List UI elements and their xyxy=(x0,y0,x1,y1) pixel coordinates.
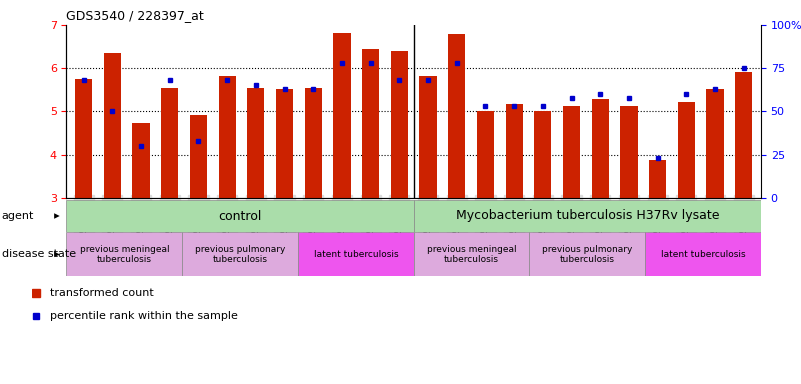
Text: latent tuberculosis: latent tuberculosis xyxy=(313,250,398,259)
Text: previous meningeal
tuberculosis: previous meningeal tuberculosis xyxy=(427,245,517,264)
Bar xyxy=(248,88,264,198)
Bar xyxy=(66,232,182,276)
Bar xyxy=(477,111,494,198)
Bar xyxy=(298,232,413,276)
Bar xyxy=(534,111,551,198)
Bar xyxy=(448,34,465,198)
Text: GDS3540 / 228397_at: GDS3540 / 228397_at xyxy=(66,9,204,22)
Text: disease state: disease state xyxy=(2,249,76,260)
Bar xyxy=(529,232,645,276)
Bar xyxy=(75,79,92,198)
Bar xyxy=(649,160,666,198)
Bar xyxy=(505,104,523,198)
Bar xyxy=(391,51,408,198)
Bar xyxy=(161,88,179,198)
Text: latent tuberculosis: latent tuberculosis xyxy=(661,250,746,259)
Bar xyxy=(362,49,380,198)
Text: control: control xyxy=(219,210,262,222)
Bar xyxy=(413,200,761,232)
Text: agent: agent xyxy=(2,211,34,221)
Bar xyxy=(592,99,609,198)
Bar xyxy=(413,232,529,276)
Bar xyxy=(645,232,761,276)
Bar xyxy=(706,89,723,198)
Bar xyxy=(190,115,207,198)
Bar xyxy=(304,88,322,198)
Bar xyxy=(104,53,121,198)
Text: Mycobacterium tuberculosis H37Rv lysate: Mycobacterium tuberculosis H37Rv lysate xyxy=(456,210,719,222)
Bar xyxy=(563,106,580,198)
Bar xyxy=(66,200,413,232)
Text: previous meningeal
tuberculosis: previous meningeal tuberculosis xyxy=(79,245,169,264)
Text: previous pulmonary
tuberculosis: previous pulmonary tuberculosis xyxy=(195,245,285,264)
Bar xyxy=(276,89,293,198)
Text: previous pulmonary
tuberculosis: previous pulmonary tuberculosis xyxy=(542,245,633,264)
Bar xyxy=(182,232,298,276)
Bar xyxy=(678,102,695,198)
Text: transformed count: transformed count xyxy=(50,288,154,298)
Bar xyxy=(132,124,150,198)
Bar xyxy=(219,76,235,198)
Bar xyxy=(333,33,351,198)
Bar xyxy=(420,76,437,198)
Bar xyxy=(620,106,638,198)
Text: percentile rank within the sample: percentile rank within the sample xyxy=(50,311,238,321)
Bar xyxy=(735,71,752,198)
